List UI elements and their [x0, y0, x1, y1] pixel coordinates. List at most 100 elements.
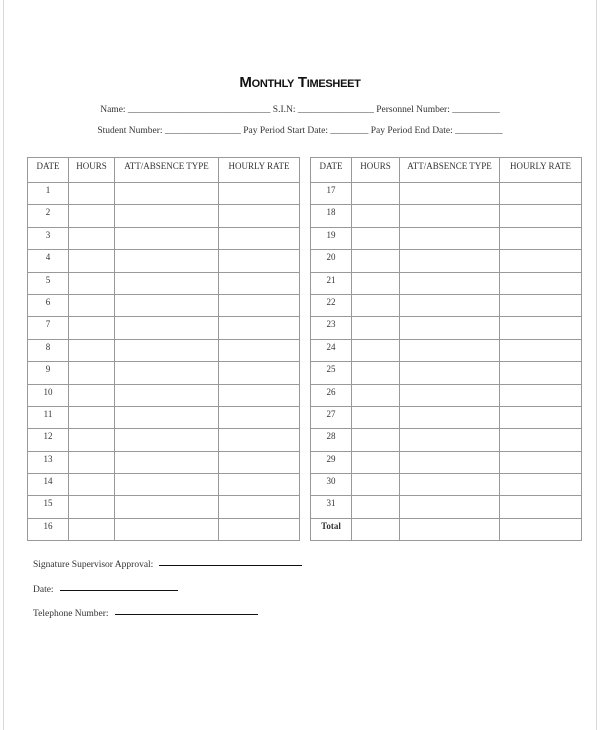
- absence-type-cell[interactable]: [114, 316, 219, 340]
- absence-type-cell[interactable]: [114, 293, 219, 318]
- hours-cell[interactable]: [351, 361, 400, 385]
- hours-cell[interactable]: [68, 316, 115, 340]
- hours-cell[interactable]: [68, 450, 115, 475]
- absence-type-cell[interactable]: [114, 428, 219, 452]
- hours-cell[interactable]: [351, 204, 400, 228]
- hours-cell[interactable]: [351, 316, 400, 340]
- hourly-rate-cell[interactable]: [499, 316, 582, 340]
- hourly-rate-cell[interactable]: [499, 428, 582, 452]
- absence-type-cell[interactable]: [399, 271, 500, 295]
- absence-type-cell[interactable]: [399, 405, 500, 430]
- absence-type-cell[interactable]: [114, 338, 219, 363]
- hourly-rate-cell[interactable]: [499, 495, 582, 519]
- hours-cell[interactable]: [68, 293, 115, 318]
- hourly-rate-cell[interactable]: [499, 405, 582, 430]
- hours-cell[interactable]: [351, 293, 400, 318]
- hourly-rate-cell[interactable]: [499, 181, 582, 206]
- hourly-rate-cell[interactable]: [218, 226, 300, 251]
- hourly-rate-cell[interactable]: [499, 293, 582, 318]
- hourly-rate-cell[interactable]: [218, 495, 300, 519]
- hours-cell[interactable]: [68, 383, 115, 407]
- supervisor-signature-line[interactable]: [159, 564, 303, 566]
- absence-type-cell[interactable]: [114, 361, 219, 385]
- absence-type-cell[interactable]: [114, 405, 219, 430]
- hourly-rate-cell[interactable]: [499, 249, 582, 273]
- hours-cell[interactable]: [68, 181, 115, 206]
- hourly-rate-cell[interactable]: [218, 383, 300, 407]
- hours-cell[interactable]: [68, 473, 115, 497]
- absence-type-cell[interactable]: [399, 316, 500, 340]
- hourly-rate-cell[interactable]: [218, 450, 300, 475]
- telephone-line[interactable]: [114, 613, 258, 615]
- hours-cell[interactable]: [68, 517, 115, 542]
- hours-cell[interactable]: [68, 249, 115, 273]
- absence-type-cell[interactable]: [114, 383, 219, 407]
- hourly-rate-cell[interactable]: [499, 517, 582, 542]
- absence-type-cell[interactable]: [114, 226, 219, 251]
- hourly-rate-cell[interactable]: [218, 405, 300, 430]
- hourly-rate-cell[interactable]: [218, 316, 300, 340]
- absence-type-cell[interactable]: [399, 361, 500, 385]
- hourly-rate-cell[interactable]: [218, 293, 300, 318]
- hours-cell[interactable]: [351, 338, 400, 363]
- hourly-rate-cell[interactable]: [218, 204, 300, 228]
- absence-type-cell[interactable]: [114, 249, 219, 273]
- absence-type-cell[interactable]: [399, 428, 500, 452]
- hourly-rate-cell[interactable]: [218, 361, 300, 385]
- hourly-rate-cell[interactable]: [218, 271, 300, 295]
- hours-cell[interactable]: [68, 495, 115, 519]
- hours-cell[interactable]: [68, 428, 115, 452]
- hours-cell[interactable]: [68, 204, 115, 228]
- absence-type-cell[interactable]: [399, 473, 500, 497]
- hourly-rate-cell[interactable]: [499, 204, 582, 228]
- absence-type-cell[interactable]: [114, 271, 219, 295]
- absence-type-cell[interactable]: [114, 204, 219, 228]
- hourly-rate-cell[interactable]: [499, 450, 582, 475]
- hourly-rate-cell[interactable]: [218, 473, 300, 497]
- hours-cell[interactable]: [351, 428, 400, 452]
- hours-cell[interactable]: [351, 473, 400, 497]
- hours-cell[interactable]: [68, 338, 115, 363]
- absence-type-cell[interactable]: [399, 204, 500, 228]
- hours-cell[interactable]: [68, 226, 115, 251]
- hourly-rate-cell[interactable]: [218, 517, 300, 542]
- hours-cell[interactable]: [351, 405, 400, 430]
- hours-cell[interactable]: [351, 383, 400, 407]
- date-line[interactable]: [59, 589, 178, 591]
- absence-type-cell[interactable]: [399, 249, 500, 273]
- hours-cell[interactable]: [68, 271, 115, 295]
- hours-cell[interactable]: [68, 405, 115, 430]
- hourly-rate-cell[interactable]: [499, 338, 582, 363]
- hours-cell[interactable]: [351, 181, 400, 206]
- absence-type-cell[interactable]: [399, 338, 500, 363]
- hours-cell[interactable]: [351, 517, 400, 542]
- hourly-rate-cell[interactable]: [218, 181, 300, 206]
- hours-cell[interactable]: [351, 450, 400, 475]
- hourly-rate-cell[interactable]: [218, 249, 300, 273]
- hourly-rate-cell[interactable]: [499, 271, 582, 295]
- absence-type-cell[interactable]: [399, 383, 500, 407]
- hours-cell[interactable]: [351, 249, 400, 273]
- hourly-rate-cell[interactable]: [218, 428, 300, 452]
- absence-type-cell[interactable]: [114, 495, 219, 519]
- hourly-rate-cell[interactable]: [499, 226, 582, 251]
- hours-cell[interactable]: [351, 495, 400, 519]
- hourly-rate-cell[interactable]: [218, 338, 300, 363]
- absence-type-cell[interactable]: [399, 226, 500, 251]
- absence-type-cell[interactable]: [399, 495, 500, 519]
- hours-cell[interactable]: [351, 226, 400, 251]
- absence-type-cell[interactable]: [114, 181, 219, 206]
- absence-type-cell[interactable]: [399, 450, 500, 475]
- hours-cell[interactable]: [351, 271, 400, 295]
- absence-type-cell[interactable]: [399, 293, 500, 318]
- hours-cell[interactable]: [68, 361, 115, 385]
- absence-type-cell[interactable]: [114, 450, 219, 475]
- hourly-rate-cell[interactable]: [499, 473, 582, 497]
- absence-type-cell[interactable]: [399, 517, 500, 542]
- table-row: 27: [310, 405, 582, 430]
- hourly-rate-cell[interactable]: [499, 383, 582, 407]
- absence-type-cell[interactable]: [114, 517, 219, 542]
- absence-type-cell[interactable]: [114, 473, 219, 497]
- hourly-rate-cell[interactable]: [499, 361, 582, 385]
- absence-type-cell[interactable]: [399, 181, 500, 206]
